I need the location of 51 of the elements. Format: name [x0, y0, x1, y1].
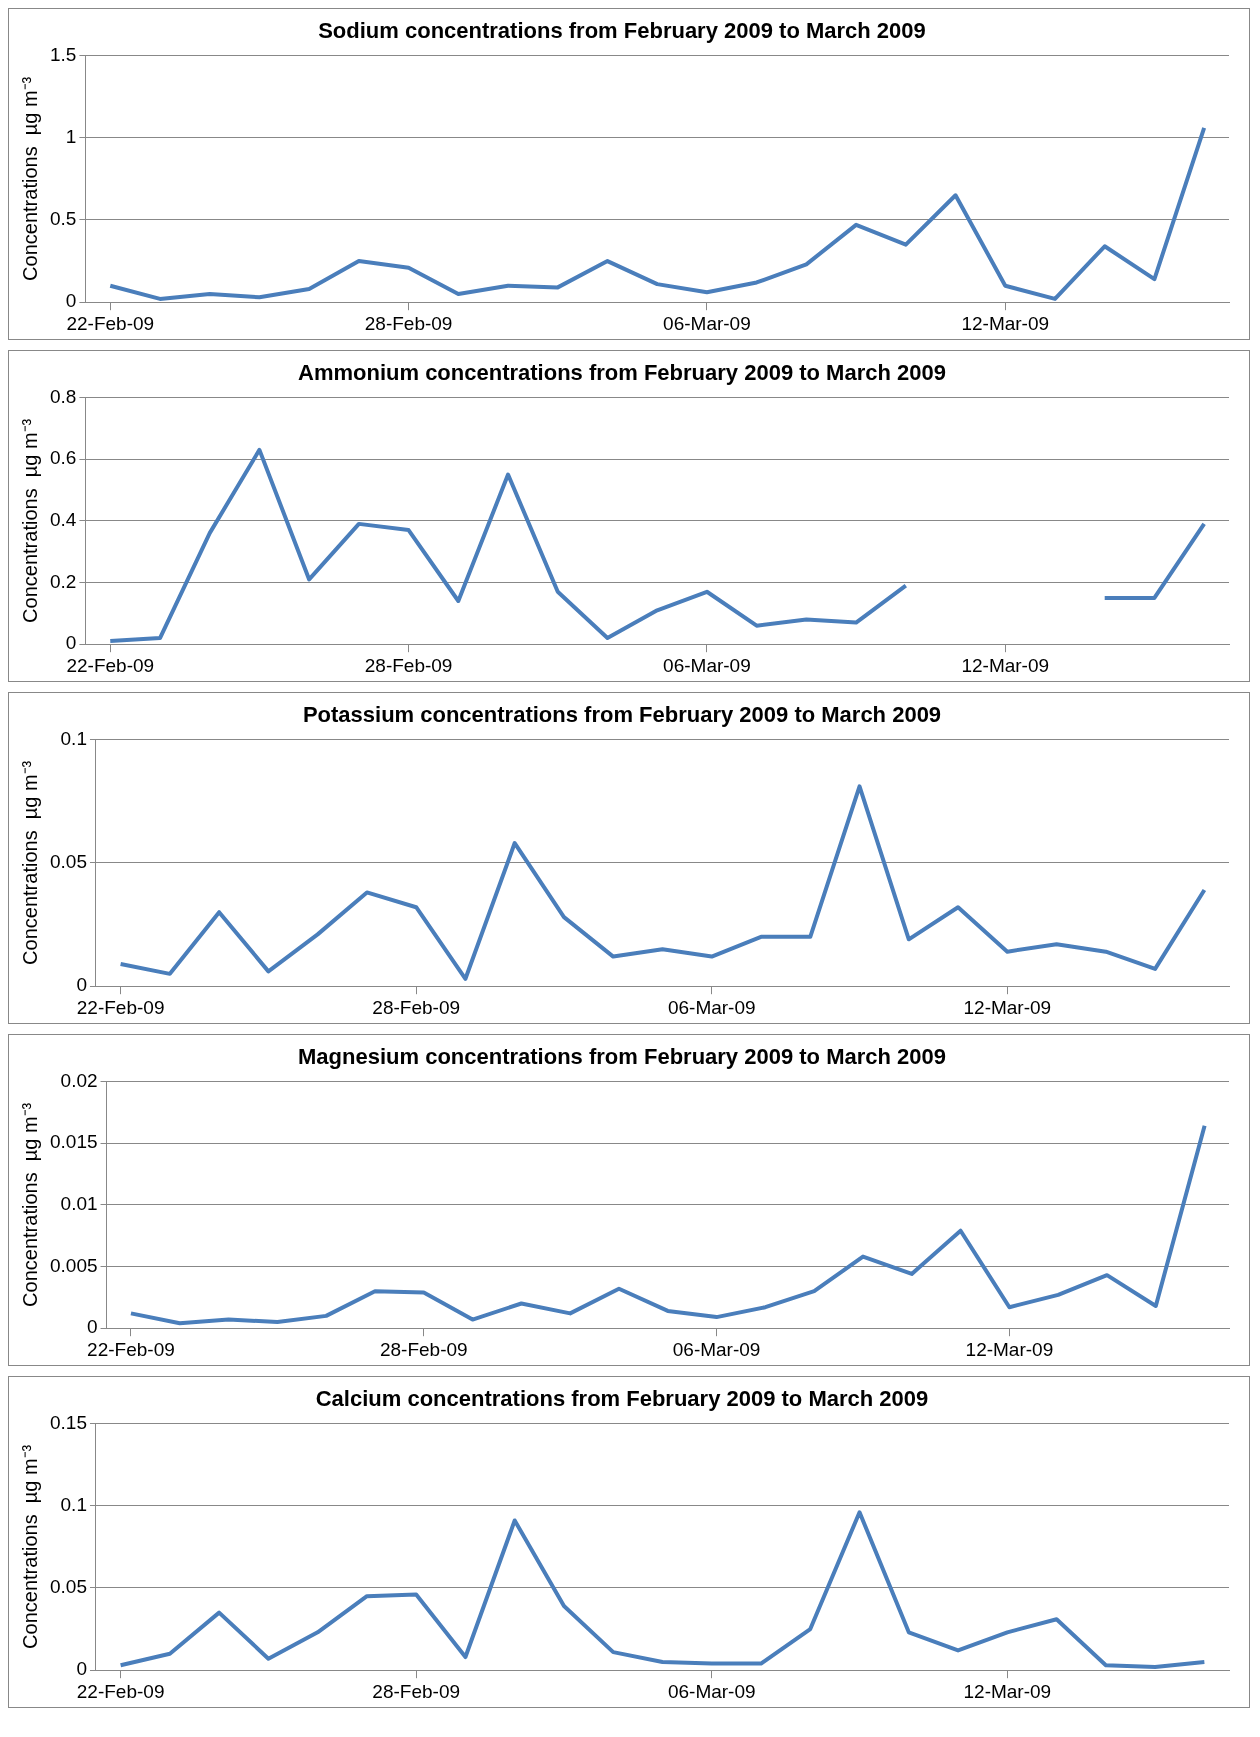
- y-tick-label: 0: [76, 974, 87, 996]
- x-tick-label: 06-Mar-09: [663, 654, 751, 676]
- x-tick-label: 12-Mar-09: [963, 996, 1052, 1018]
- x-tick-label: 06-Mar-09: [672, 1338, 761, 1360]
- y-axis-title: Concentrations µg m⁻³: [18, 760, 41, 965]
- chart-title: Sodium concentrations from February 2009 to March 2009: [318, 18, 926, 44]
- y-axis-title: Concentrations µg m⁻³: [18, 1444, 41, 1649]
- y-tick-label: 1.5: [49, 43, 77, 65]
- chart-title: Calcium concentrations from February 2009 to March 2009: [315, 1386, 929, 1412]
- y-tick-label: 0.01: [60, 1193, 98, 1215]
- y-tick-label: 0.05: [50, 1576, 87, 1598]
- y-tick-label: 1: [65, 125, 77, 147]
- x-tick-label: 22-Feb-09: [76, 996, 165, 1018]
- x-tick-label: 12-Mar-09: [961, 654, 1050, 676]
- x-tick-label: 22-Feb-09: [87, 1338, 175, 1360]
- x-tick-label: 28-Feb-09: [372, 1680, 461, 1702]
- x-tick-label: 06-Mar-09: [667, 1680, 756, 1702]
- y-tick-label: 0.6: [49, 447, 77, 469]
- y-tick-label: 0.15: [50, 1411, 87, 1433]
- x-tick-label: 06-Mar-09: [663, 312, 751, 334]
- x-tick-label: 28-Feb-09: [364, 654, 453, 676]
- chart-title: Magnesium concentrations from February 2009 to March 2009: [298, 1044, 946, 1070]
- y-tick-label: 0: [86, 1316, 98, 1338]
- x-tick-label: 12-Mar-09: [963, 1680, 1052, 1702]
- y-tick-label: 0.05: [50, 851, 87, 873]
- y-axis-title: Concentrations µg m⁻³: [18, 1102, 41, 1307]
- x-tick-label: 06-Mar-09: [667, 996, 756, 1018]
- y-tick-label: 0.1: [60, 1493, 87, 1515]
- y-axis-title: Concentrations µg m⁻³: [18, 76, 41, 281]
- y-tick-label: 0.2: [49, 570, 77, 592]
- y-tick-label: 0: [76, 1658, 87, 1680]
- y-tick-label: 0.1: [60, 727, 87, 749]
- x-tick-label: 22-Feb-09: [66, 312, 155, 334]
- y-tick-label: 0: [65, 632, 77, 654]
- y-tick-label: 0.5: [49, 208, 77, 230]
- x-tick-label: 22-Feb-09: [66, 654, 155, 676]
- x-tick-label: 28-Feb-09: [379, 1338, 468, 1360]
- chart-title: Ammonium concentrations from February 2009 to March 2009: [298, 360, 946, 386]
- y-tick-label: 0.005: [50, 1254, 98, 1276]
- y-tick-label: 0.4: [49, 509, 77, 531]
- x-tick-label: 28-Feb-09: [372, 996, 461, 1018]
- x-tick-label: 12-Mar-09: [965, 1338, 1054, 1360]
- chart-title: Potassium concentrations from February 2009 to March 2009: [302, 702, 942, 728]
- y-tick-label: 0.02: [60, 1069, 98, 1091]
- x-tick-label: 12-Mar-09: [961, 312, 1050, 334]
- x-tick-label: 22-Feb-09: [76, 1680, 165, 1702]
- y-tick-label: 0.015: [50, 1131, 98, 1153]
- y-tick-label: 0.8: [49, 385, 77, 407]
- y-tick-label: 0: [65, 290, 77, 312]
- x-tick-label: 28-Feb-09: [364, 312, 453, 334]
- y-axis-title: Concentrations µg m⁻³: [18, 418, 41, 623]
